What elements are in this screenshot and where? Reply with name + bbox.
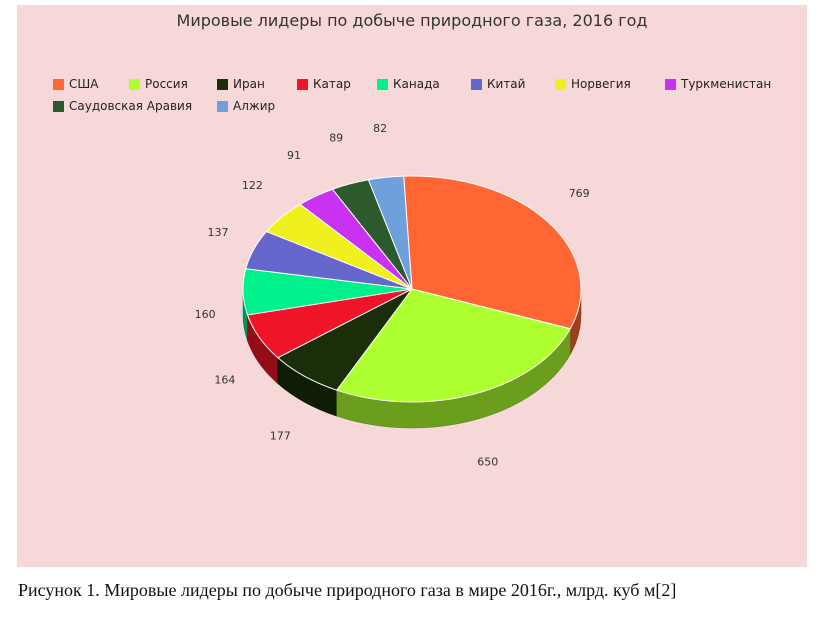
pie-top: [242, 175, 582, 403]
legend-item: Катар: [297, 77, 377, 91]
legend-item: Россия: [129, 77, 217, 91]
pie-slice: [403, 175, 582, 330]
figure-caption: Рисунок 1. Мировые лидеры по добыче прир…: [18, 580, 677, 600]
pie-value-label: 164: [214, 374, 235, 387]
pie-labels: 769 650 177 164 160 137 122 91 89 82: [195, 122, 590, 469]
legend-item: США: [53, 77, 129, 91]
legend-label: Россия: [145, 77, 188, 91]
legend-item: Саудовская Аравия: [53, 99, 217, 113]
legend-label: Норвегия: [571, 77, 631, 91]
chart-legend: США Россия Иран Катар Канада Китай Норве…: [53, 73, 793, 117]
pie-value-label: 91: [287, 149, 301, 162]
legend-item: Норвегия: [555, 77, 665, 91]
legend-swatch: [53, 78, 64, 90]
legend-swatch: [377, 78, 388, 90]
chart-title: Мировые лидеры по добыче природного газа…: [176, 11, 648, 30]
legend-swatch: [217, 78, 228, 90]
legend-item: Канада: [377, 77, 471, 91]
pie-value-label: 769: [569, 187, 590, 200]
legend-row-1: США Россия Иран Катар Канада Китай Норве…: [53, 73, 793, 95]
legend-label: Саудовская Аравия: [69, 99, 193, 113]
legend-swatch: [53, 100, 64, 112]
legend-item: Туркменистан: [665, 77, 771, 91]
pie-value-label: 160: [195, 308, 216, 321]
legend-label: США: [69, 77, 99, 91]
legend-item: Алжир: [217, 99, 275, 113]
legend-row-2: Саудовская Аравия Алжир: [53, 95, 793, 117]
legend-label: Алжир: [233, 99, 276, 113]
legend-swatch: [129, 78, 140, 90]
legend-swatch: [217, 100, 228, 112]
chart-panel: Мировые лидеры по добыче природного газа…: [17, 5, 807, 567]
pie-value-label: 650: [477, 456, 498, 469]
pie-value-label: 177: [270, 430, 291, 443]
pie-value-label: 82: [373, 122, 387, 135]
legend-item: Иран: [217, 77, 297, 91]
pie-value-label: 89: [329, 131, 343, 144]
legend-label: Китай: [487, 77, 526, 91]
pie-value-label: 137: [208, 226, 229, 239]
pie-slice: [335, 288, 571, 403]
legend-swatch: [297, 78, 308, 90]
legend-label: Туркменистан: [681, 77, 772, 91]
legend-item: Китай: [471, 77, 555, 91]
legend-swatch: [471, 78, 482, 90]
legend-swatch: [555, 78, 566, 90]
pie-value-label: 122: [242, 179, 263, 192]
legend-swatch: [665, 78, 676, 90]
legend-label: Иран: [233, 77, 265, 91]
pie-slice: [367, 175, 413, 290]
legend-label: Катар: [313, 77, 351, 91]
legend-label: Канада: [393, 77, 440, 91]
pie-chart: 769 650 177 164 160 137 122 91 89 82: [195, 122, 590, 469]
